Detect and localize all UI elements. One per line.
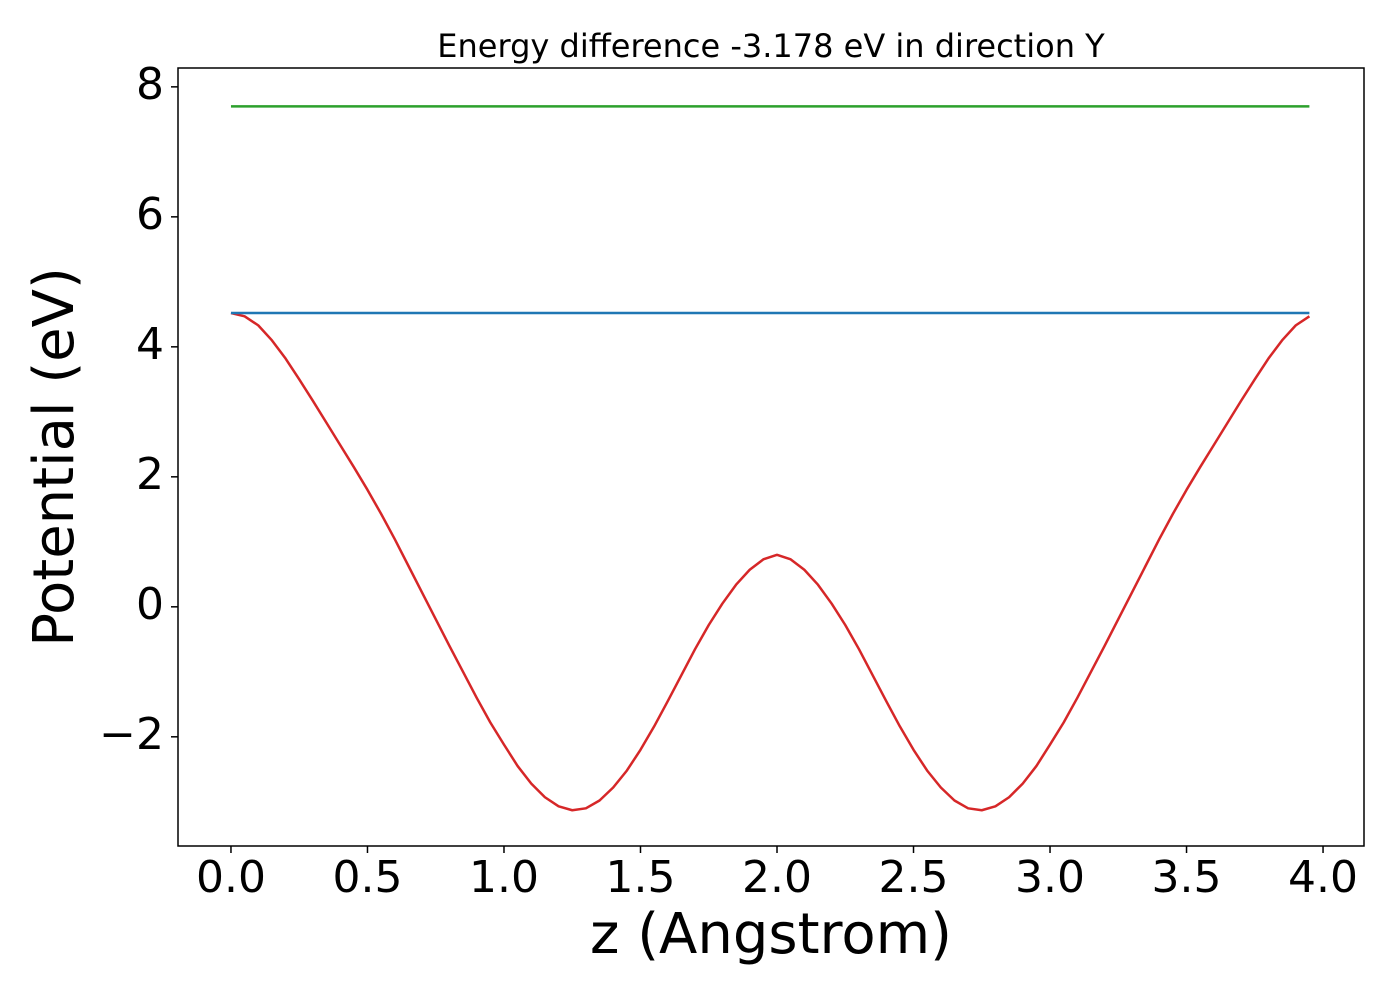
y-tick-label: −2 — [99, 709, 164, 760]
y-tick-label: 6 — [136, 189, 164, 240]
chart-title: Energy difference -3.178 eV in direction… — [437, 27, 1105, 65]
y-tick-label: 0 — [136, 579, 164, 630]
y-tick-label: 2 — [136, 449, 164, 500]
x-axis-label: z (Angstrom) — [590, 902, 952, 967]
data-line — [230, 311, 1311, 812]
y-tick-label: 4 — [136, 319, 164, 370]
x-tick-label: 2.0 — [742, 852, 812, 903]
x-tick-label: 0.0 — [196, 852, 266, 903]
plot-frame — [177, 67, 1365, 847]
x-tick-label: 1.5 — [606, 852, 676, 903]
x-tick-label: 0.5 — [332, 852, 402, 903]
x-tick-label: 2.5 — [879, 852, 949, 903]
x-tick-label: 3.0 — [1015, 852, 1085, 903]
x-tick-label: 3.5 — [1152, 852, 1222, 903]
y-axis-label: Potential (eV) — [22, 267, 87, 647]
y-tick-label: 8 — [136, 59, 164, 110]
x-tick-label: 1.0 — [469, 852, 539, 903]
x-tick-label: 4.0 — [1288, 852, 1358, 903]
